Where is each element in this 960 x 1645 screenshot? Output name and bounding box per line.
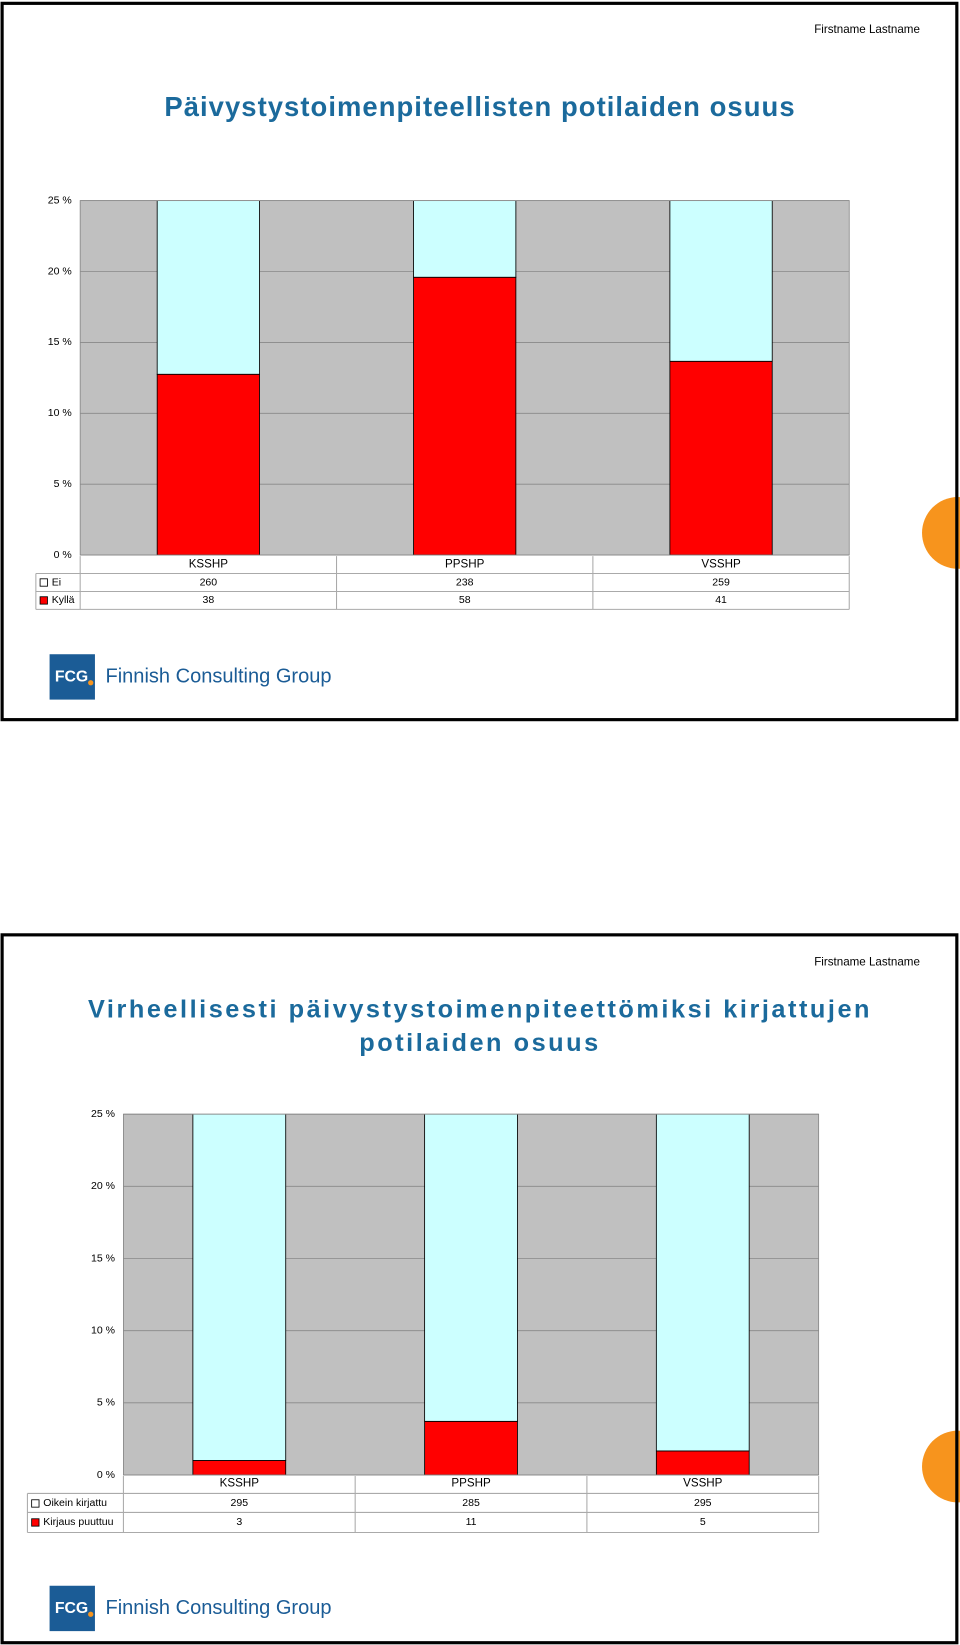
bar-segment (413, 276, 517, 556)
table-value: 11 (466, 1516, 477, 1528)
logo-name: Finnish Consulting Group (105, 666, 331, 688)
x-tick-label: PPSHP (445, 558, 485, 571)
author: Firstname Lastname (814, 955, 920, 968)
bar-segment (424, 1420, 518, 1475)
y-tick-label: 25 % (48, 194, 72, 206)
slide-title: Päivystystoimenpiteellisten potilaiden o… (164, 91, 795, 122)
y-tick-label: 5 % (97, 1397, 115, 1409)
bar-segment (424, 1114, 518, 1422)
bar-segment (156, 200, 260, 375)
logo-dot (88, 1611, 94, 1617)
bar-segment (413, 200, 517, 278)
legend-label: Ei (52, 576, 61, 588)
y-tick-label: 20 % (48, 265, 72, 277)
y-tick-label: 20 % (91, 1180, 115, 1192)
bars (192, 1114, 750, 1475)
x-tick-label: VSSHP (701, 558, 741, 571)
bar-segment (669, 200, 773, 362)
x-tick-label: KSSHP (220, 1476, 260, 1489)
slide-border (0, 933, 959, 1645)
bar-segment (192, 1114, 287, 1461)
y-tick-label: 0 % (97, 1469, 115, 1481)
author: Firstname Lastname (814, 23, 920, 36)
table-value: 5 (700, 1516, 706, 1528)
y-tick-label: 10 % (48, 407, 72, 419)
legend-label: Kirjaus puuttuu (43, 1516, 113, 1528)
table-value: 260 (200, 576, 218, 588)
logo-initials: FCG (55, 1600, 88, 1617)
table-value: 3 (236, 1516, 242, 1528)
table-value: 41 (715, 594, 727, 606)
table-value: 295 (694, 1497, 712, 1509)
y-tick-label: 15 % (48, 336, 72, 348)
plot-frame (79, 200, 850, 556)
y-tick-label: 0 % (54, 549, 72, 561)
table-value: 238 (456, 576, 474, 588)
slide-title: potilaiden osuus (359, 1029, 600, 1057)
legend-label: Oikein kirjattu (43, 1497, 107, 1509)
bar-segment (669, 360, 773, 556)
y-tick-label: 15 % (91, 1252, 115, 1264)
logo-dot (88, 680, 94, 686)
x-tick-label: KSSHP (189, 558, 229, 571)
table-value: 285 (462, 1497, 480, 1509)
x-tick-label: VSSHP (683, 1476, 723, 1489)
legend-swatch (31, 1518, 40, 1527)
slide-title: Virheellisesti päivystystoimenpiteettömi… (88, 995, 872, 1023)
legend-swatch (39, 578, 48, 587)
logo-mark (49, 1585, 95, 1632)
logo-mark (49, 654, 95, 700)
plot-frame (123, 1113, 820, 1476)
bar-segment (192, 1460, 287, 1475)
decoration (922, 1430, 960, 1503)
slide-border (0, 1, 959, 722)
logo-initials: FCG (55, 669, 88, 686)
table-value: 38 (202, 594, 214, 606)
bars (156, 200, 773, 556)
table-value: 295 (231, 1497, 249, 1509)
bar-segment (156, 373, 260, 556)
logo-name: Finnish Consulting Group (105, 1597, 331, 1619)
legend-swatch (39, 596, 48, 605)
y-tick-label: 25 % (91, 1108, 115, 1120)
legend-swatch (31, 1499, 40, 1508)
y-tick-label: 5 % (54, 478, 72, 490)
decoration (922, 497, 960, 569)
x-tick-label: PPSHP (451, 1476, 491, 1489)
y-tick-label: 10 % (91, 1324, 115, 1336)
bar-segment (655, 1114, 750, 1452)
table-value: 58 (459, 594, 471, 606)
legend-label: Kyllä (52, 594, 75, 606)
bar-segment (655, 1450, 750, 1475)
table-value: 259 (712, 576, 730, 588)
